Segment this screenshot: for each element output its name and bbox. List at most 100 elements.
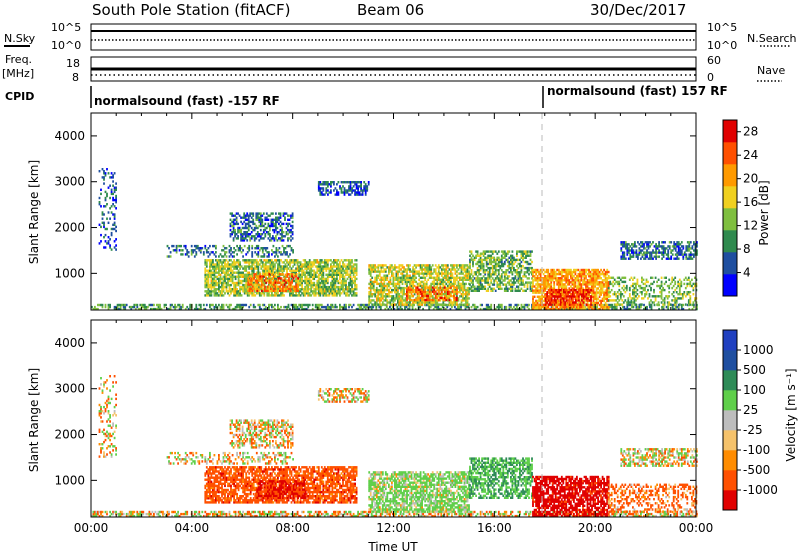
heatmap-cell	[427, 301, 430, 304]
heatmap-cell	[250, 283, 253, 286]
heatmap-cell	[505, 287, 508, 290]
heatmap-cell	[343, 263, 346, 266]
heatmap-cell	[419, 266, 422, 269]
heatmap-cell	[372, 299, 375, 302]
heatmap-cell	[280, 269, 282, 272]
heatmap-cell	[472, 254, 474, 257]
heatmap-cell	[325, 277, 328, 281]
heatmap-cell	[437, 282, 440, 286]
heatmap-cell	[475, 279, 477, 282]
heatmap-cell	[506, 269, 509, 272]
heatmap-cell	[305, 277, 308, 281]
heatmap-cell	[513, 305, 515, 309]
heatmap-cell	[394, 284, 396, 288]
nave-tick-high: 60	[707, 54, 721, 67]
heatmap-cell	[389, 286, 392, 290]
heatmap-cell	[237, 283, 240, 287]
heatmap-cell	[427, 294, 430, 298]
heatmap-cell	[339, 263, 341, 266]
heatmap-cell	[275, 271, 278, 274]
heatmap-cell	[153, 307, 155, 311]
heatmap-cell	[566, 305, 569, 309]
heatmap-cell	[264, 259, 267, 262]
heatmap-cell	[230, 292, 232, 295]
heatmap-cell	[490, 289, 493, 292]
heatmap-cell	[209, 267, 211, 270]
heatmap-cell	[547, 270, 550, 274]
heatmap-cell	[442, 266, 445, 269]
heatmap-cell	[291, 279, 293, 282]
heatmap-cell	[516, 303, 518, 307]
heatmap-cell	[488, 273, 491, 276]
heatmap-cell	[343, 259, 346, 262]
heatmap-cell	[261, 292, 264, 295]
heatmap-cell	[468, 272, 470, 275]
heatmap-cell	[476, 289, 479, 292]
heatmap-cell	[331, 273, 334, 276]
heatmap-cell	[349, 288, 352, 291]
heatmap-cell	[468, 282, 470, 286]
heatmap-cell	[372, 266, 375, 269]
heatmap-cell	[333, 288, 335, 291]
heatmap-cell	[582, 270, 584, 274]
heatmap-cell	[210, 303, 213, 307]
heatmap-cell	[422, 280, 425, 284]
heatmap-cell	[398, 286, 401, 290]
heatmap-cell	[568, 291, 571, 294]
heatmap-cell	[476, 305, 479, 309]
heatmap-cell	[378, 293, 381, 296]
heatmap-cell	[461, 303, 464, 307]
heatmap-cell	[156, 307, 158, 311]
heatmap-cell	[328, 267, 331, 270]
heatmap-cell	[301, 292, 303, 295]
heatmap-cell	[319, 307, 322, 311]
heatmap-cell	[412, 270, 414, 273]
heatmap-cell	[570, 285, 572, 288]
heatmap-cell	[277, 289, 280, 292]
heatmap-cell	[418, 274, 420, 277]
heatmap-cell	[413, 274, 416, 277]
heatmap-cell	[369, 288, 372, 292]
heatmap-cell	[412, 286, 414, 290]
heatmap-cell	[616, 291, 619, 294]
heatmap-cell	[295, 273, 298, 276]
heatmap-cell	[231, 307, 234, 311]
heatmap-cell	[392, 268, 395, 271]
heatmap-cell	[391, 303, 393, 306]
heatmap-cell	[202, 307, 205, 311]
heatmap-cell	[505, 307, 508, 311]
heatmap-cell	[307, 267, 310, 270]
heatmap-cell	[431, 288, 434, 292]
heatmap-cell	[586, 299, 589, 303]
heatmap-cell	[601, 307, 604, 311]
heatmap-cell	[456, 295, 458, 298]
heatmap-cell	[493, 281, 496, 284]
heatmap-cell	[579, 283, 581, 286]
heatmap-cell	[266, 267, 269, 270]
heatmap-cell	[591, 305, 593, 309]
heatmap-cell	[531, 305, 533, 309]
heatmap-cell	[410, 286, 413, 290]
heatmap-cell	[330, 269, 332, 272]
heatmap-cell	[219, 279, 222, 283]
heatmap-cell	[440, 274, 443, 277]
heatmap-cell	[369, 295, 372, 298]
heatmap-cell	[299, 288, 302, 291]
heatmap-cell	[476, 262, 479, 266]
heatmap-cell	[500, 256, 503, 259]
heatmap-cell	[510, 279, 512, 282]
heatmap-cell	[469, 258, 471, 262]
heatmap-cell	[251, 263, 254, 266]
heatmap-cell	[331, 271, 334, 274]
heatmap-cell	[284, 265, 287, 268]
heatmap-cell	[560, 272, 563, 276]
heatmap-cell	[482, 279, 485, 282]
heatmap-cell	[424, 272, 427, 275]
heatmap-cell	[233, 307, 235, 311]
heatmap-cell	[465, 301, 467, 304]
heatmap-cell	[326, 288, 329, 291]
heatmap-cell	[307, 271, 310, 274]
heatmap-cell	[218, 288, 220, 291]
heatmap-cell	[296, 294, 299, 297]
heatmap-cell	[573, 275, 575, 278]
